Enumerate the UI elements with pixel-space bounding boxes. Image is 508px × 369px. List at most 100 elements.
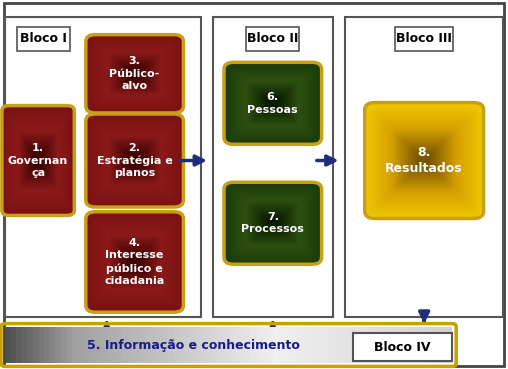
- FancyBboxPatch shape: [88, 116, 181, 205]
- FancyBboxPatch shape: [267, 218, 278, 228]
- FancyBboxPatch shape: [383, 120, 466, 201]
- FancyBboxPatch shape: [124, 150, 145, 171]
- FancyBboxPatch shape: [116, 143, 153, 178]
- FancyBboxPatch shape: [96, 123, 174, 198]
- FancyBboxPatch shape: [111, 55, 158, 93]
- FancyBboxPatch shape: [385, 123, 463, 199]
- FancyBboxPatch shape: [21, 134, 55, 187]
- FancyBboxPatch shape: [96, 221, 174, 303]
- Bar: [55, 327, 61, 363]
- FancyBboxPatch shape: [239, 75, 306, 131]
- FancyBboxPatch shape: [234, 71, 311, 136]
- FancyBboxPatch shape: [27, 144, 49, 177]
- FancyBboxPatch shape: [6, 111, 71, 210]
- FancyBboxPatch shape: [125, 252, 144, 272]
- FancyBboxPatch shape: [129, 155, 140, 166]
- FancyBboxPatch shape: [91, 217, 178, 307]
- FancyBboxPatch shape: [372, 110, 477, 211]
- FancyBboxPatch shape: [13, 123, 63, 198]
- Bar: [407, 327, 413, 363]
- FancyBboxPatch shape: [106, 134, 163, 187]
- FancyBboxPatch shape: [255, 208, 291, 238]
- FancyBboxPatch shape: [114, 241, 155, 283]
- FancyBboxPatch shape: [98, 224, 172, 300]
- FancyBboxPatch shape: [230, 187, 316, 259]
- FancyBboxPatch shape: [4, 108, 73, 213]
- FancyBboxPatch shape: [115, 242, 154, 282]
- FancyBboxPatch shape: [91, 120, 178, 201]
- FancyBboxPatch shape: [268, 219, 278, 227]
- Bar: [50, 327, 55, 363]
- FancyBboxPatch shape: [11, 119, 66, 202]
- Text: Bloco IV: Bloco IV: [374, 341, 431, 354]
- Bar: [435, 327, 441, 363]
- FancyBboxPatch shape: [259, 212, 287, 235]
- FancyBboxPatch shape: [247, 82, 298, 125]
- FancyBboxPatch shape: [28, 145, 48, 176]
- FancyBboxPatch shape: [368, 106, 480, 215]
- FancyBboxPatch shape: [107, 134, 162, 187]
- FancyBboxPatch shape: [263, 95, 283, 112]
- FancyBboxPatch shape: [97, 44, 172, 104]
- FancyBboxPatch shape: [114, 58, 155, 90]
- FancyBboxPatch shape: [29, 147, 47, 174]
- FancyBboxPatch shape: [17, 128, 59, 193]
- FancyBboxPatch shape: [247, 82, 299, 125]
- FancyBboxPatch shape: [409, 146, 439, 175]
- FancyBboxPatch shape: [410, 147, 438, 174]
- FancyBboxPatch shape: [105, 132, 165, 189]
- FancyBboxPatch shape: [120, 247, 149, 277]
- FancyBboxPatch shape: [392, 130, 456, 192]
- Bar: [246, 27, 300, 51]
- FancyBboxPatch shape: [229, 67, 316, 140]
- FancyBboxPatch shape: [34, 154, 43, 168]
- FancyBboxPatch shape: [241, 77, 304, 130]
- FancyBboxPatch shape: [257, 90, 289, 117]
- Bar: [251, 327, 257, 363]
- FancyBboxPatch shape: [89, 117, 180, 204]
- FancyBboxPatch shape: [250, 204, 295, 242]
- FancyBboxPatch shape: [127, 68, 142, 80]
- FancyBboxPatch shape: [264, 96, 282, 111]
- FancyBboxPatch shape: [98, 225, 171, 299]
- FancyBboxPatch shape: [96, 43, 173, 105]
- FancyBboxPatch shape: [232, 189, 313, 258]
- FancyBboxPatch shape: [14, 125, 62, 196]
- FancyBboxPatch shape: [226, 64, 320, 142]
- FancyBboxPatch shape: [251, 85, 295, 121]
- FancyBboxPatch shape: [237, 73, 308, 133]
- Bar: [441, 327, 447, 363]
- FancyBboxPatch shape: [117, 144, 152, 177]
- Bar: [106, 327, 111, 363]
- FancyBboxPatch shape: [401, 138, 447, 183]
- FancyBboxPatch shape: [120, 62, 149, 85]
- FancyBboxPatch shape: [86, 213, 183, 311]
- FancyBboxPatch shape: [31, 150, 45, 171]
- Bar: [16, 327, 22, 363]
- FancyBboxPatch shape: [87, 115, 182, 206]
- Bar: [5, 327, 11, 363]
- FancyBboxPatch shape: [86, 212, 183, 312]
- FancyBboxPatch shape: [108, 135, 162, 186]
- FancyBboxPatch shape: [240, 76, 305, 131]
- Bar: [324, 327, 329, 363]
- FancyBboxPatch shape: [23, 138, 53, 183]
- FancyBboxPatch shape: [86, 115, 183, 206]
- Bar: [240, 327, 245, 363]
- FancyBboxPatch shape: [417, 153, 432, 168]
- FancyBboxPatch shape: [89, 117, 180, 204]
- FancyBboxPatch shape: [402, 139, 446, 182]
- FancyBboxPatch shape: [130, 156, 140, 165]
- FancyBboxPatch shape: [236, 192, 310, 254]
- Bar: [213, 17, 333, 317]
- FancyBboxPatch shape: [231, 188, 315, 259]
- FancyBboxPatch shape: [253, 207, 292, 239]
- FancyBboxPatch shape: [123, 149, 146, 172]
- FancyBboxPatch shape: [32, 151, 44, 170]
- FancyBboxPatch shape: [234, 190, 312, 256]
- FancyBboxPatch shape: [94, 41, 175, 107]
- FancyBboxPatch shape: [129, 69, 140, 78]
- FancyBboxPatch shape: [113, 140, 156, 181]
- Bar: [307, 327, 312, 363]
- FancyBboxPatch shape: [405, 142, 443, 179]
